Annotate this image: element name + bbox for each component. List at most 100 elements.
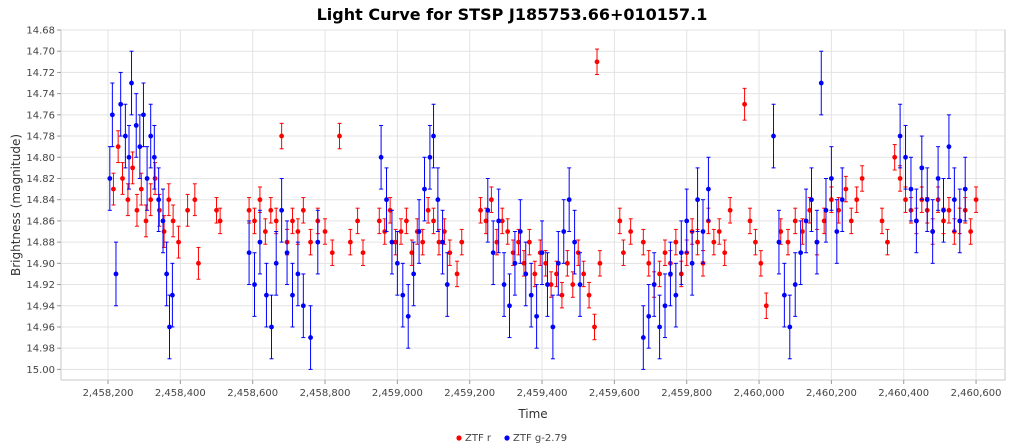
data-point: [115, 144, 121, 150]
data-point: [257, 197, 263, 203]
data-point: [941, 207, 946, 213]
chart-title: Light Curve for STSP J185753.66+010157.1: [317, 5, 708, 24]
data-point: [384, 197, 389, 203]
data-point: [176, 239, 181, 245]
data-point: [214, 207, 219, 213]
data-point: [640, 335, 646, 340]
data-point: [496, 218, 502, 224]
data-point: [778, 229, 784, 234]
data-point: [555, 260, 561, 266]
data-point: [400, 292, 406, 298]
data-point: [151, 154, 157, 160]
data-point: [716, 229, 722, 234]
data-point: [167, 324, 172, 330]
data-point: [143, 218, 149, 224]
data-point: [657, 324, 662, 330]
data-point: [130, 165, 136, 171]
data-point: [727, 207, 733, 213]
data-point: [129, 80, 134, 86]
data-point: [111, 186, 116, 192]
data-point: [577, 282, 583, 287]
data-point: [913, 218, 919, 224]
data-point: [134, 207, 140, 213]
legend-marker-ztf-r: [456, 435, 462, 441]
data-point: [809, 197, 814, 203]
data-point: [684, 218, 690, 224]
data-point: [454, 271, 460, 277]
data-point: [490, 250, 496, 256]
y-tick-label: 14.82: [26, 174, 55, 185]
data-point: [700, 229, 706, 234]
data-point: [122, 133, 128, 139]
data-point: [444, 282, 450, 287]
data-point: [539, 250, 545, 256]
y-tick-label: 14.86: [26, 216, 55, 227]
data-point: [459, 239, 465, 245]
data-point: [360, 250, 366, 256]
data-point: [747, 218, 753, 224]
data-point: [646, 260, 652, 266]
data-point: [951, 197, 957, 203]
data-point: [798, 250, 804, 256]
data-point: [337, 133, 342, 139]
data-point: [517, 229, 523, 234]
data-point: [447, 250, 453, 256]
data-point: [440, 239, 445, 245]
data-point: [126, 154, 132, 160]
data-point: [594, 59, 600, 65]
data-point: [295, 271, 301, 277]
data-point: [113, 271, 119, 277]
data-point: [758, 260, 764, 266]
data-point: [908, 186, 914, 192]
data-point: [510, 250, 516, 256]
data-point: [617, 218, 623, 224]
x-tick-label: 2,458,400: [155, 388, 206, 399]
data-point: [628, 229, 634, 234]
series-ztf-g: [107, 50, 968, 370]
data-point: [217, 218, 223, 224]
x-tick-label: 2,459,000: [372, 388, 423, 399]
x-tick-label: 2,459,800: [661, 388, 712, 399]
data-point: [787, 324, 793, 330]
x-tick-label: 2,459,200: [444, 388, 495, 399]
data-point: [973, 197, 979, 203]
data-point: [722, 250, 728, 256]
data-point: [322, 229, 328, 234]
data-point: [545, 282, 550, 287]
x-tick-label: 2,460,400: [878, 388, 929, 399]
data-point: [792, 282, 798, 287]
data-point: [264, 292, 269, 298]
data-point: [807, 207, 813, 213]
data-point: [559, 292, 565, 298]
data-point: [919, 165, 925, 171]
data-point: [823, 207, 829, 213]
data-point: [300, 207, 306, 213]
data-point: [268, 207, 274, 213]
data-point: [785, 239, 791, 245]
data-point: [834, 229, 840, 234]
data-point: [803, 218, 809, 224]
data-point: [499, 218, 505, 224]
data-point: [376, 218, 382, 224]
data-point: [185, 207, 190, 213]
data-point: [166, 197, 172, 203]
data-point: [478, 207, 483, 213]
data-point: [196, 260, 201, 266]
data-point: [125, 197, 131, 203]
x-tick-label: 2,459,600: [589, 388, 640, 399]
data-point: [554, 271, 559, 277]
data-point: [566, 197, 572, 203]
data-point: [781, 292, 787, 298]
data-point: [398, 229, 404, 234]
data-point: [957, 218, 963, 224]
data-point: [689, 260, 695, 266]
y-tick-label: 14.70: [26, 47, 55, 58]
data-point: [763, 303, 769, 309]
y-tick-label: 14.68: [26, 26, 55, 37]
x-axis-label: Time: [517, 407, 547, 421]
data-point: [521, 260, 527, 266]
data-point: [192, 197, 198, 203]
data-point: [436, 239, 442, 245]
data-point: [394, 260, 400, 266]
